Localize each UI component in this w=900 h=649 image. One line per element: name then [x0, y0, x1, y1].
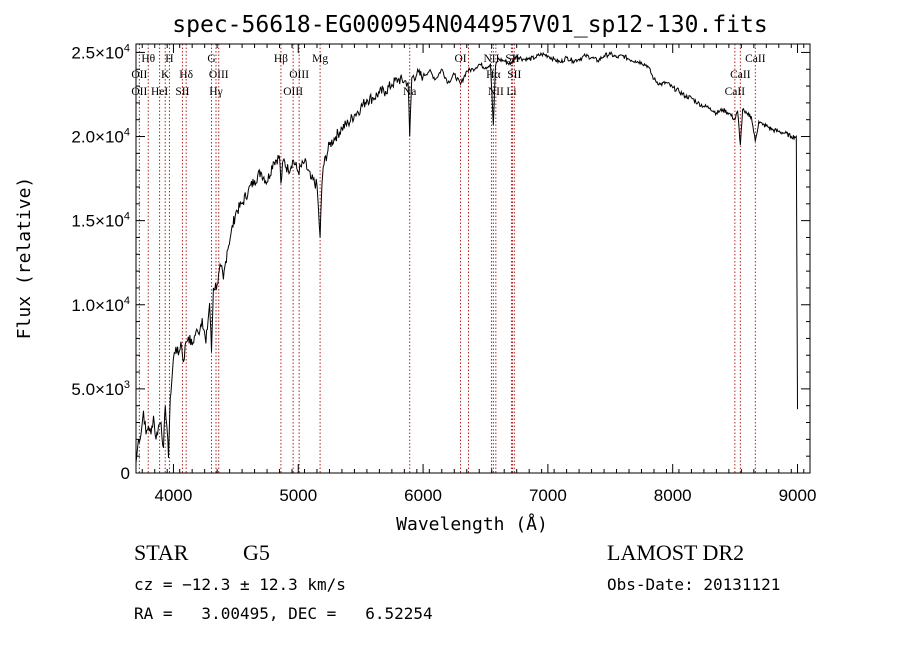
x-tick-label: 9000	[779, 486, 817, 505]
x-tick-label: 5000	[279, 486, 317, 505]
spectral-line-label: H	[165, 53, 173, 65]
x-tick-label: 6000	[404, 486, 442, 505]
spectral-line-label: OII	[131, 69, 147, 81]
spectral-line-label: OIII	[289, 69, 309, 81]
y-tick-exponent: 4	[124, 295, 130, 307]
y-tick-exponent: 4	[124, 211, 130, 223]
coordinates-info: RA = 3.00495, DEC = 6.52254	[134, 604, 433, 623]
spectral-line-label: CaII	[725, 86, 746, 98]
y-tick-mantissa: 1.5×10	[71, 212, 123, 231]
chart-title: spec-56618-EG000954N044957V01_sp12-130.f…	[172, 12, 767, 38]
y-axis-label: Flux (relative)	[14, 177, 35, 340]
spectral-line-label: Hδ	[179, 69, 193, 81]
spectral-line-label: Mg	[312, 53, 328, 65]
object-subclass: G5	[243, 540, 270, 565]
x-tick-label: 4000	[155, 486, 193, 505]
y-tick-label: 0	[121, 464, 130, 483]
spectral-line-labels: HθOIIOIIHKHeIHδSIIGOIIIHγHβOIIIOIIIMgNaO…	[131, 53, 765, 98]
spectral-line-label: SII	[507, 69, 521, 81]
y-tick-mantissa: 1.0×10	[71, 296, 123, 315]
spectral-line-label: OIII	[209, 69, 229, 81]
y-tick-mantissa: 0	[121, 464, 130, 483]
spectral-line-label: CaII	[730, 69, 751, 81]
spectral-line-label: Hθ	[141, 53, 155, 65]
spectral-line-markers	[138, 44, 756, 473]
object-type: STAR	[134, 540, 189, 565]
spectral-line-label: Li	[506, 86, 516, 98]
observation-date: Obs-Date: 20131121	[607, 575, 780, 594]
spectral-line-label: Na	[403, 86, 416, 98]
spectral-line-label: Hγ	[209, 86, 222, 98]
y-tick-mantissa: 5.0×10	[71, 380, 123, 399]
y-tick-exponent: 4	[124, 42, 130, 54]
x-axis-label: Wavelength (Å)	[396, 513, 548, 535]
spectral-line-label: OIII	[283, 86, 303, 98]
spectral-line-label: OII	[131, 86, 147, 98]
y-tick-label: 1.5×104	[71, 211, 130, 231]
y-tick-mantissa: 2.5×10	[71, 43, 123, 62]
y-tick-label: 2.5×104	[71, 42, 130, 62]
spectral-line-label: K	[161, 69, 170, 81]
redshift-info: cz = −12.3 ± 12.3 km/s	[134, 575, 346, 594]
y-tick-label: 5.0×103	[71, 379, 130, 399]
y-tick-label: 1.0×104	[71, 295, 130, 315]
survey-name: LAMOST DR2	[607, 540, 744, 565]
y-tick-exponent: 3	[124, 379, 130, 391]
plot-frame	[135, 43, 811, 474]
x-tick-label: 8000	[654, 486, 692, 505]
spectral-line-label: G	[207, 53, 215, 65]
spectral-line-label: Hβ	[274, 53, 288, 65]
spectral-line-label: SII	[175, 86, 189, 98]
spectrum-series-line	[135, 51, 798, 463]
spectral-line-label: CaII	[745, 53, 766, 65]
x-axis-ticks: 4000 5000 6000 7000 8000 9000	[141, 44, 817, 505]
spectral-line-label: NII	[483, 53, 499, 65]
y-tick-exponent: 4	[124, 127, 130, 139]
y-tick-mantissa: 2.0×10	[71, 128, 123, 147]
spectral-line-label: OI	[454, 53, 466, 65]
spectral-line-label: NII	[488, 86, 504, 98]
x-tick-label: 7000	[529, 486, 567, 505]
spectral-line-label: Hα	[486, 69, 500, 81]
y-tick-label: 2.0×104	[71, 127, 130, 147]
spectral-line-label: HeI	[151, 86, 168, 98]
